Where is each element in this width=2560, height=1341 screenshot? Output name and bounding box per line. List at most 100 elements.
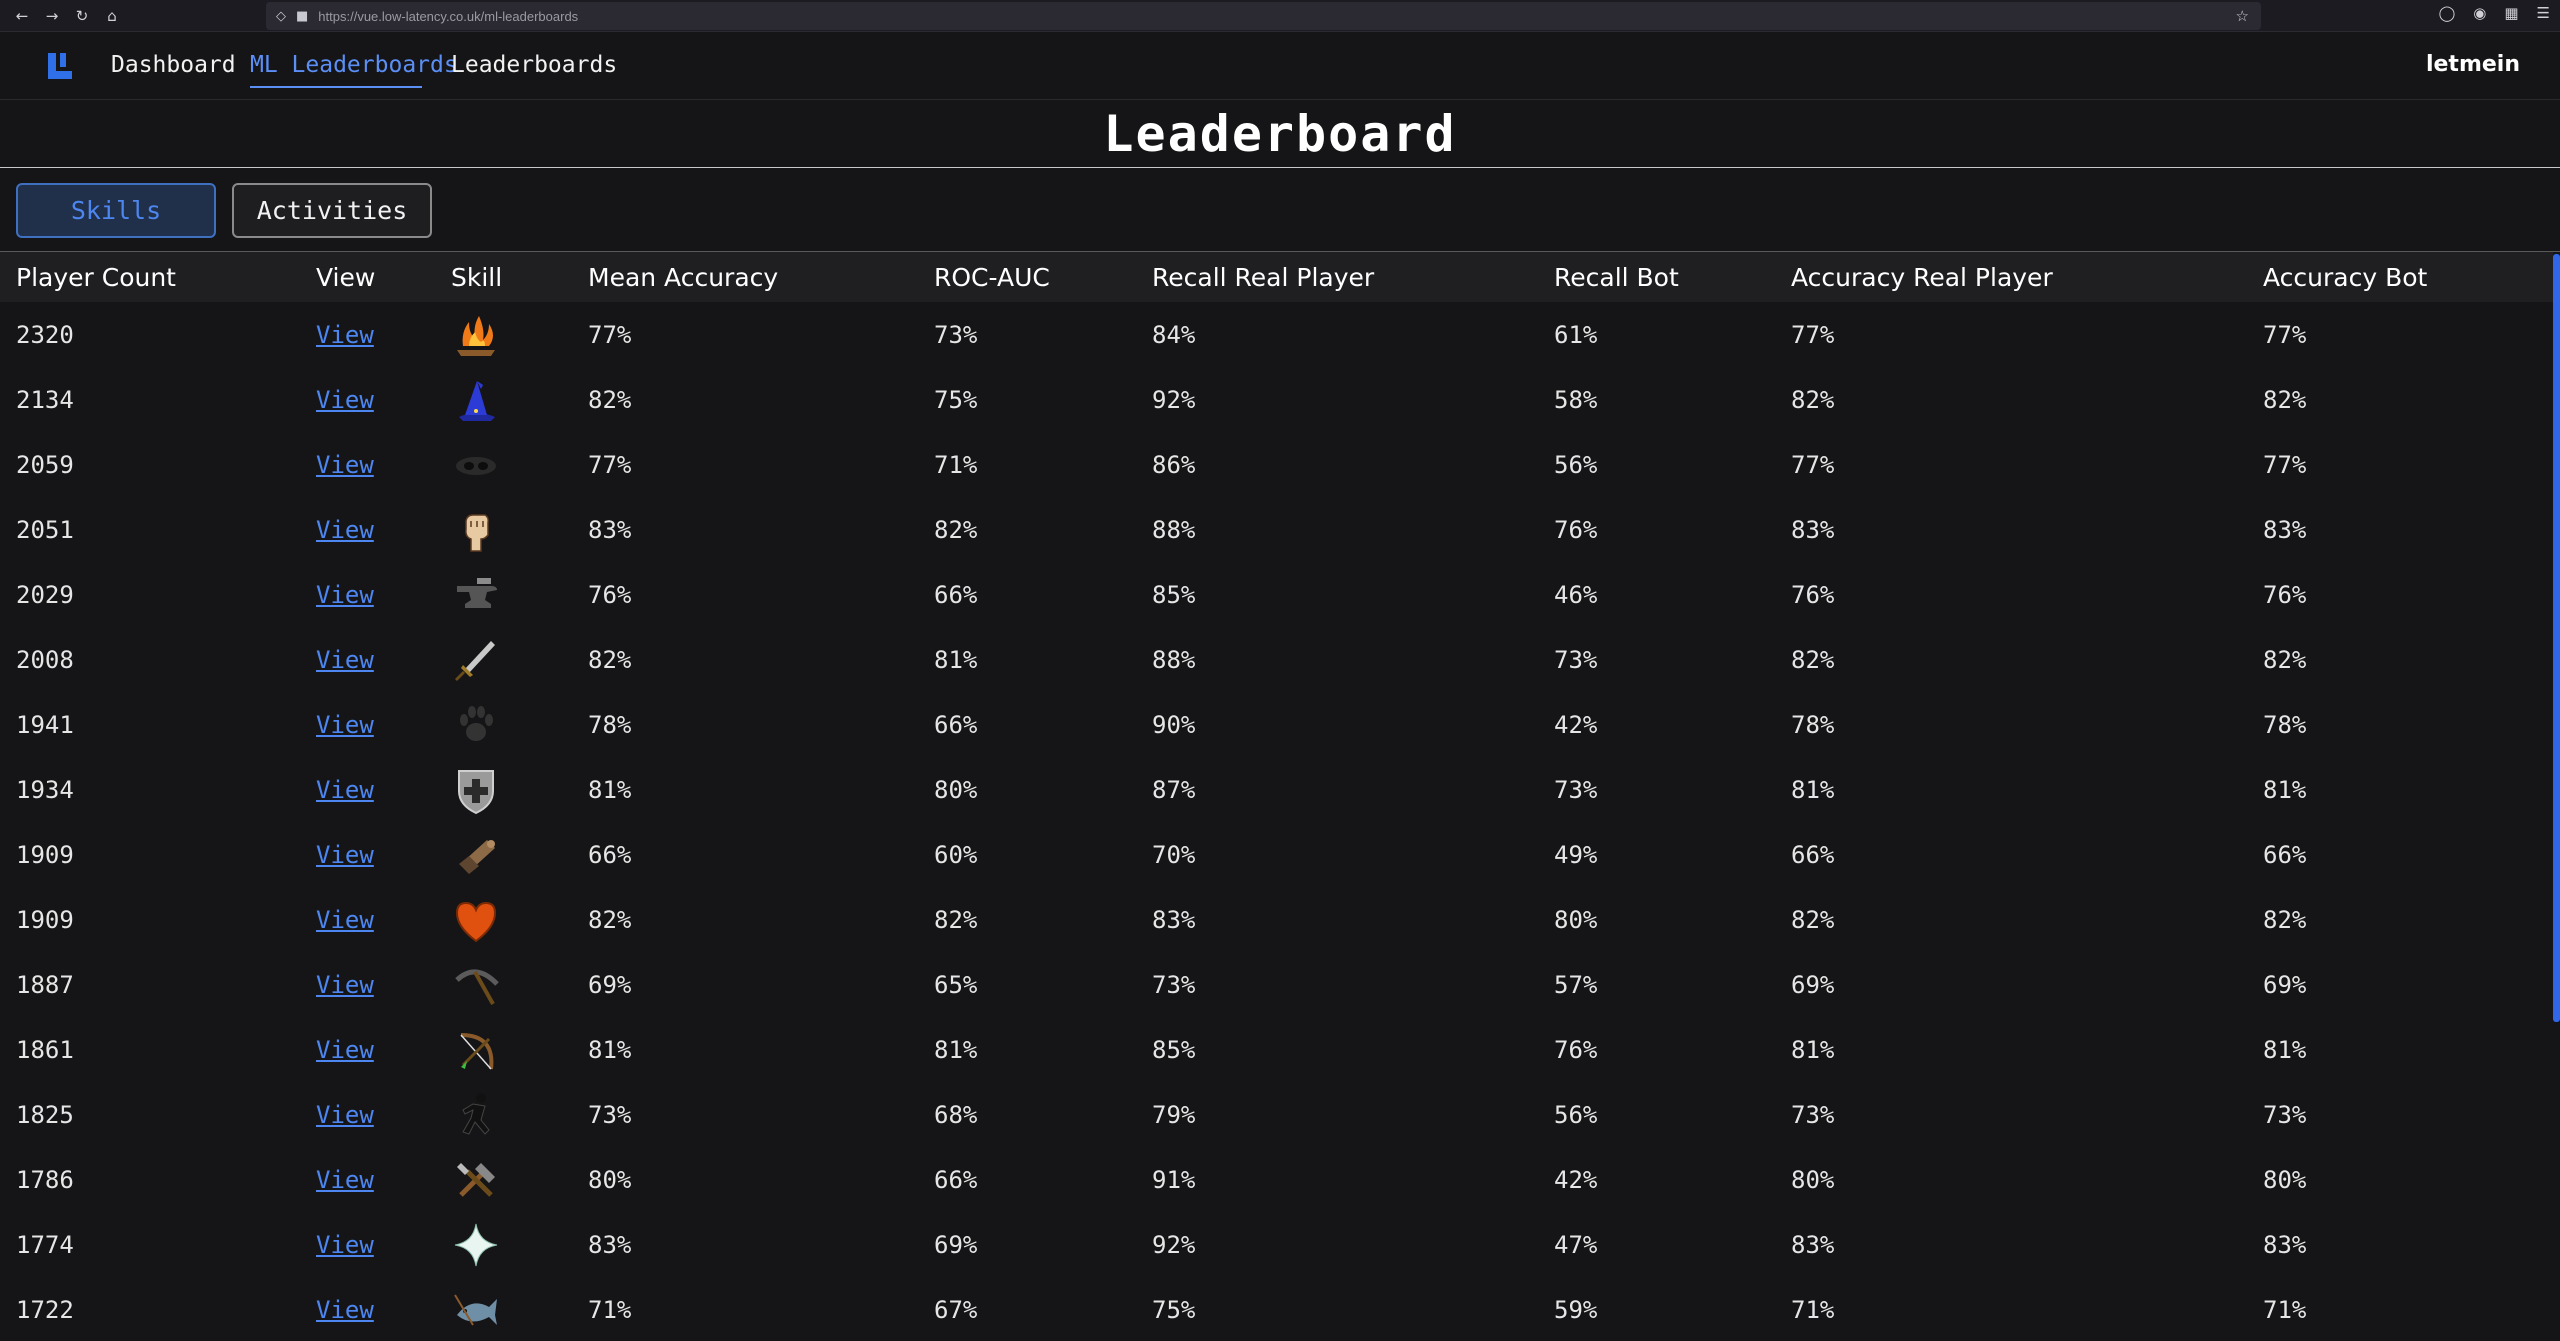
recall-real-player-cell: 88% — [1152, 645, 1196, 674]
forward-icon[interactable]: → — [45, 6, 59, 25]
roc-auc-cell: 66% — [934, 1165, 978, 1194]
skill-cell — [435, 887, 572, 952]
view-link[interactable]: View — [316, 385, 374, 414]
col-header-player-count[interactable]: Player Count — [16, 262, 176, 292]
col-header-view: View — [316, 262, 376, 292]
player-count-cell: 1934 — [16, 775, 74, 804]
view-link[interactable]: View — [316, 1100, 374, 1129]
roc-auc-cell: 67% — [934, 1295, 978, 1324]
view-link[interactable]: View — [316, 580, 374, 609]
mean-accuracy-cell: 73% — [588, 1100, 632, 1129]
home-icon[interactable]: ⌂ — [107, 6, 117, 25]
accuracy-bot-cell: 69% — [2263, 970, 2307, 999]
nav-leaderboards[interactable]: Leaderboards — [451, 52, 618, 78]
tab-skills[interactable]: Skills — [16, 183, 216, 238]
col-header-recall-real-player[interactable]: Recall Real Player — [1152, 262, 1375, 292]
roc-auc-cell: 71% — [934, 450, 978, 479]
url-text[interactable]: https://vue.low-latency.co.uk/ml-leaderb… — [318, 8, 579, 24]
skill-cell — [435, 627, 572, 692]
accuracy-bot-cell: 77% — [2263, 320, 2307, 349]
recall-real-player-cell: 84% — [1152, 320, 1196, 349]
view-link[interactable]: View — [316, 1035, 374, 1064]
table-row: 1774 View 83% 69% 92% 47% 83% 83% — [0, 1212, 2553, 1277]
active-nav-indicator — [250, 86, 422, 88]
view-link[interactable]: View — [316, 1295, 374, 1324]
pocket-icon[interactable]: ◯ — [2438, 4, 2456, 22]
col-header-accuracy-real-player[interactable]: Accuracy Real Player — [1791, 262, 2053, 292]
accuracy-real-player-cell: 82% — [1791, 905, 1835, 934]
recall-real-player-cell: 70% — [1152, 840, 1196, 869]
mean-accuracy-cell: 66% — [588, 840, 632, 869]
roc-auc-cell: 68% — [934, 1100, 978, 1129]
recall-bot-cell: 73% — [1554, 645, 1598, 674]
firemaking-icon — [457, 315, 495, 356]
view-link[interactable]: View — [316, 710, 374, 739]
star-icon[interactable]: ☆ — [2235, 7, 2249, 25]
back-icon[interactable]: ← — [15, 6, 29, 25]
mean-accuracy-cell: 82% — [588, 385, 632, 414]
player-count-cell: 1774 — [16, 1230, 74, 1259]
defence-icon — [458, 769, 494, 814]
view-link[interactable]: View — [316, 840, 374, 869]
col-header-roc-auc[interactable]: ROC-AUC — [934, 262, 1050, 292]
roc-auc-cell: 75% — [934, 385, 978, 414]
accuracy-bot-cell: 82% — [2263, 905, 2307, 934]
skill-cell — [435, 1082, 572, 1147]
roc-auc-cell: 66% — [934, 710, 978, 739]
logo-icon[interactable] — [44, 50, 76, 82]
construction-icon — [459, 839, 495, 874]
recall-real-player-cell: 92% — [1152, 1230, 1196, 1259]
recall-real-player-cell: 73% — [1152, 970, 1196, 999]
scrollbar[interactable] — [2553, 254, 2560, 1022]
view-link[interactable]: View — [316, 1230, 374, 1259]
accuracy-real-player-cell: 66% — [1791, 840, 1835, 869]
table-row: 1861 View 81% 81% 85% 76% 81% 81% — [0, 1017, 2553, 1082]
col-header-recall-bot[interactable]: Recall Bot — [1554, 262, 1679, 292]
address-bar[interactable]: ◇ ■ https://vue.low-latency.co.uk/ml-lea… — [266, 2, 2261, 30]
skill-cell — [435, 562, 572, 627]
prayer-icon — [454, 1223, 498, 1266]
table-row: 1934 View 81% 80% 87% 73% 81% 81% — [0, 757, 2553, 822]
crafting-icon — [457, 1162, 495, 1197]
player-count-cell: 1786 — [16, 1165, 74, 1194]
user-menu[interactable]: letmein — [2425, 52, 2520, 77]
accuracy-real-player-cell: 83% — [1791, 515, 1835, 544]
col-header-accuracy-bot[interactable]: Accuracy Bot — [2263, 262, 2428, 292]
tab-activities[interactable]: Activities — [232, 183, 432, 238]
view-link[interactable]: View — [316, 1165, 374, 1194]
nav-ml-leaderboards[interactable]: ML Leaderboards — [250, 52, 458, 78]
view-link[interactable]: View — [316, 450, 374, 479]
view-link[interactable]: View — [316, 645, 374, 674]
recall-real-player-cell: 90% — [1152, 710, 1196, 739]
accuracy-bot-cell: 82% — [2263, 385, 2307, 414]
skill-cell — [435, 692, 572, 757]
recall-bot-cell: 47% — [1554, 1230, 1598, 1259]
table-row: 2029 View 76% 66% 85% 46% 76% 76% — [0, 562, 2553, 627]
mean-accuracy-cell: 76% — [588, 580, 632, 609]
recall-bot-cell: 76% — [1554, 1035, 1598, 1064]
account-icon[interactable]: ◉ — [2473, 4, 2487, 22]
reload-icon[interactable]: ↻ — [75, 6, 89, 25]
page-title: Leaderboard — [1103, 104, 1457, 163]
menu-icon[interactable]: ☰ — [2536, 4, 2550, 22]
view-link[interactable]: View — [316, 320, 374, 349]
tab-row: Skills Activities — [0, 168, 2560, 252]
view-link[interactable]: View — [316, 905, 374, 934]
browser-toolbar: ← → ↻ ⌂ ◇ ■ https://vue.low-latency.co.u… — [0, 0, 2560, 32]
roc-auc-cell: 81% — [934, 645, 978, 674]
table-row: 1909 View 82% 82% 83% 80% 82% 82% — [0, 887, 2553, 952]
player-count-cell: 1909 — [16, 905, 74, 934]
accuracy-real-player-cell: 82% — [1791, 385, 1835, 414]
view-link[interactable]: View — [316, 515, 374, 544]
roc-auc-cell: 82% — [934, 905, 978, 934]
mean-accuracy-cell: 83% — [588, 1230, 632, 1259]
accuracy-real-player-cell: 81% — [1791, 1035, 1835, 1064]
extensions-icon[interactable]: ▦ — [2504, 4, 2519, 22]
col-header-mean-accuracy[interactable]: Mean Accuracy — [588, 262, 779, 292]
nav-dashboard[interactable]: Dashboard — [111, 52, 236, 78]
view-link[interactable]: View — [316, 775, 374, 804]
view-link[interactable]: View — [316, 970, 374, 999]
roc-auc-cell: 66% — [934, 580, 978, 609]
mean-accuracy-cell: 69% — [588, 970, 632, 999]
mean-accuracy-cell: 81% — [588, 775, 632, 804]
